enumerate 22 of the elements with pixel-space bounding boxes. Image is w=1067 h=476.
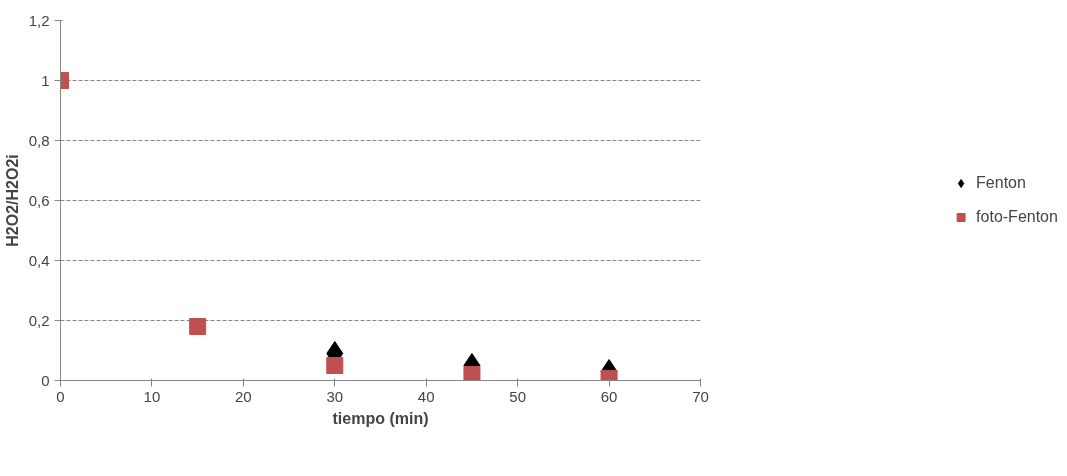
y-tick-label: 0,2 — [28, 311, 50, 329]
x-axis-title: tiempo (min) — [332, 409, 429, 427]
y-tick-label: 0 — [41, 371, 50, 389]
point — [189, 318, 207, 335]
x-tick-label: 20 — [235, 387, 252, 405]
point — [326, 357, 344, 374]
x-tick-label: 40 — [417, 387, 435, 405]
legend-label: Fenton — [976, 174, 1026, 192]
y-tick-label: 1 — [41, 71, 50, 89]
point — [463, 366, 481, 381]
x-tick-label: 50 — [509, 387, 526, 405]
y-tick-label: 0,4 — [28, 251, 50, 269]
y-tick-label: 0,8 — [28, 131, 50, 149]
x-tick-label: 0 — [56, 387, 65, 405]
x-tick-label: 10 — [143, 387, 161, 405]
x-tick-label: 70 — [692, 387, 709, 405]
legend-label: foto-Fenton — [976, 208, 1058, 226]
x-tick-label: 30 — [326, 387, 344, 405]
y-axis-title: H2O2/H2O2i — [3, 154, 21, 247]
x-tick-label: 60 — [600, 387, 618, 405]
y-tick-label: 1,2 — [28, 11, 50, 29]
y-tick-label: 0,6 — [28, 191, 50, 209]
